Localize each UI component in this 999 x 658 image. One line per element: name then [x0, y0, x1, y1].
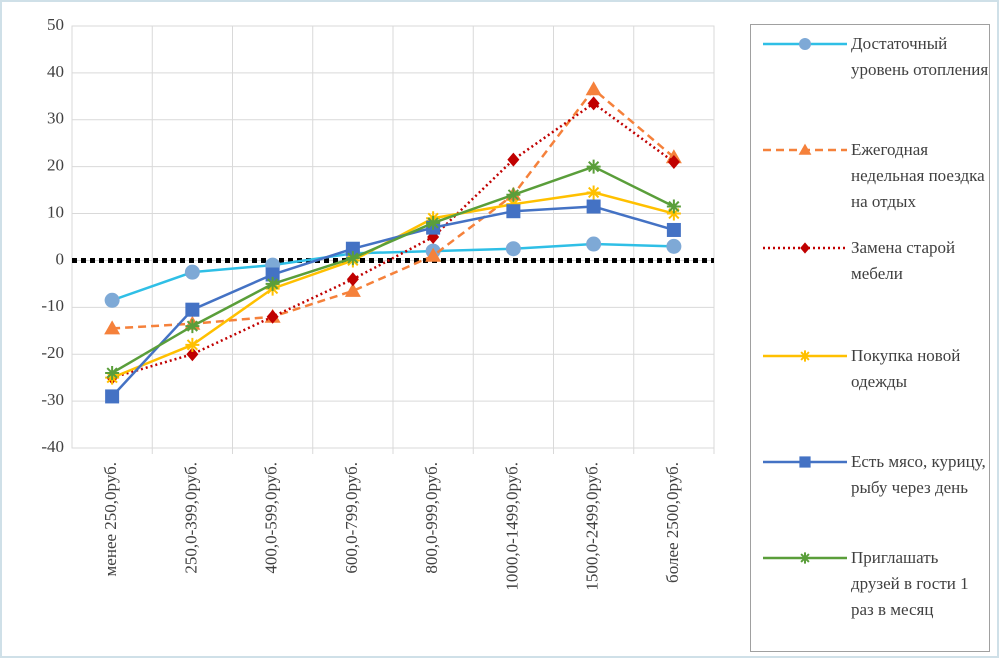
marker — [506, 204, 521, 219]
marker — [799, 350, 811, 362]
legend-swatch — [763, 242, 847, 254]
marker — [345, 241, 360, 256]
y-tick-label: -30 — [41, 390, 64, 409]
marker — [185, 319, 200, 334]
marker — [799, 38, 811, 50]
marker — [586, 185, 601, 200]
x-tick-label: 600,0-799,0руб. — [342, 462, 361, 574]
marker — [587, 96, 600, 111]
marker — [798, 143, 812, 155]
y-tick-label: -10 — [41, 296, 64, 315]
marker — [586, 159, 601, 174]
legend-label: Ежегодная недельная поездка на отдых — [851, 140, 985, 211]
legend-label: Замена старой мебели — [851, 238, 956, 283]
y-tick-label: 20 — [47, 156, 64, 175]
marker — [585, 81, 602, 96]
marker — [425, 247, 442, 262]
y-tick-label: 40 — [47, 62, 64, 81]
x-tick-label: 1000,0-1499,0руб. — [502, 462, 521, 591]
marker — [667, 154, 680, 169]
marker — [185, 337, 200, 352]
x-tick-label: 250,0-399,0руб. — [181, 462, 200, 574]
x-tick-label: 1500,0-2499,0руб. — [583, 462, 602, 591]
marker — [184, 264, 200, 280]
marker — [666, 206, 681, 221]
marker — [506, 197, 521, 212]
marker — [666, 238, 682, 254]
marker — [185, 302, 200, 317]
y-tick-label: 10 — [47, 202, 64, 221]
legend-label: Приглашать друзей в гости 1 раз в месяц — [851, 548, 969, 619]
marker — [265, 267, 280, 282]
series-line — [111, 165, 675, 375]
marker — [344, 282, 361, 297]
series-line — [111, 205, 675, 398]
marker — [799, 456, 811, 468]
marker — [799, 552, 811, 564]
marker — [505, 241, 521, 257]
marker — [346, 272, 359, 287]
y-tick-label: 50 — [47, 15, 64, 34]
x-tick-label: более 2500,0руб. — [663, 462, 682, 583]
legend-swatch — [763, 350, 847, 362]
marker — [666, 199, 681, 214]
marker — [800, 242, 810, 254]
marker — [426, 215, 441, 230]
x-tick-label: 800,0-999,0руб. — [422, 462, 441, 574]
marker — [265, 276, 280, 291]
marker — [266, 309, 279, 324]
marker — [105, 389, 120, 404]
marker — [104, 292, 120, 308]
legend-swatch — [763, 552, 847, 564]
y-tick-label: 0 — [56, 249, 65, 268]
marker — [507, 152, 520, 167]
marker — [105, 365, 120, 380]
legend-label: Есть мясо, курицу, рыбу через день — [851, 452, 986, 497]
legend-swatch — [763, 38, 847, 50]
marker — [186, 347, 199, 362]
y-tick-label: 30 — [47, 109, 64, 128]
series-line — [111, 242, 674, 302]
y-tick-label: -40 — [41, 437, 64, 456]
x-tick-label: менее 250,0руб. — [101, 462, 120, 576]
legend: Достаточный уровень отопления Ежегодная н… — [750, 24, 990, 652]
legend-label: Покупка новой одежды — [851, 346, 961, 391]
series-line — [112, 87, 675, 330]
legend-swatch — [763, 143, 847, 155]
legend-label: Достаточный уровень отопления — [851, 34, 989, 79]
legend-swatch — [763, 456, 847, 468]
marker — [666, 222, 681, 237]
y-tick-label: -20 — [41, 343, 64, 362]
series-line — [111, 101, 675, 379]
marker — [104, 320, 121, 335]
marker — [345, 251, 360, 266]
marker — [586, 199, 601, 214]
x-tick-label: 400,0-599,0руб. — [262, 462, 281, 574]
marker — [506, 187, 521, 202]
marker — [586, 236, 602, 252]
